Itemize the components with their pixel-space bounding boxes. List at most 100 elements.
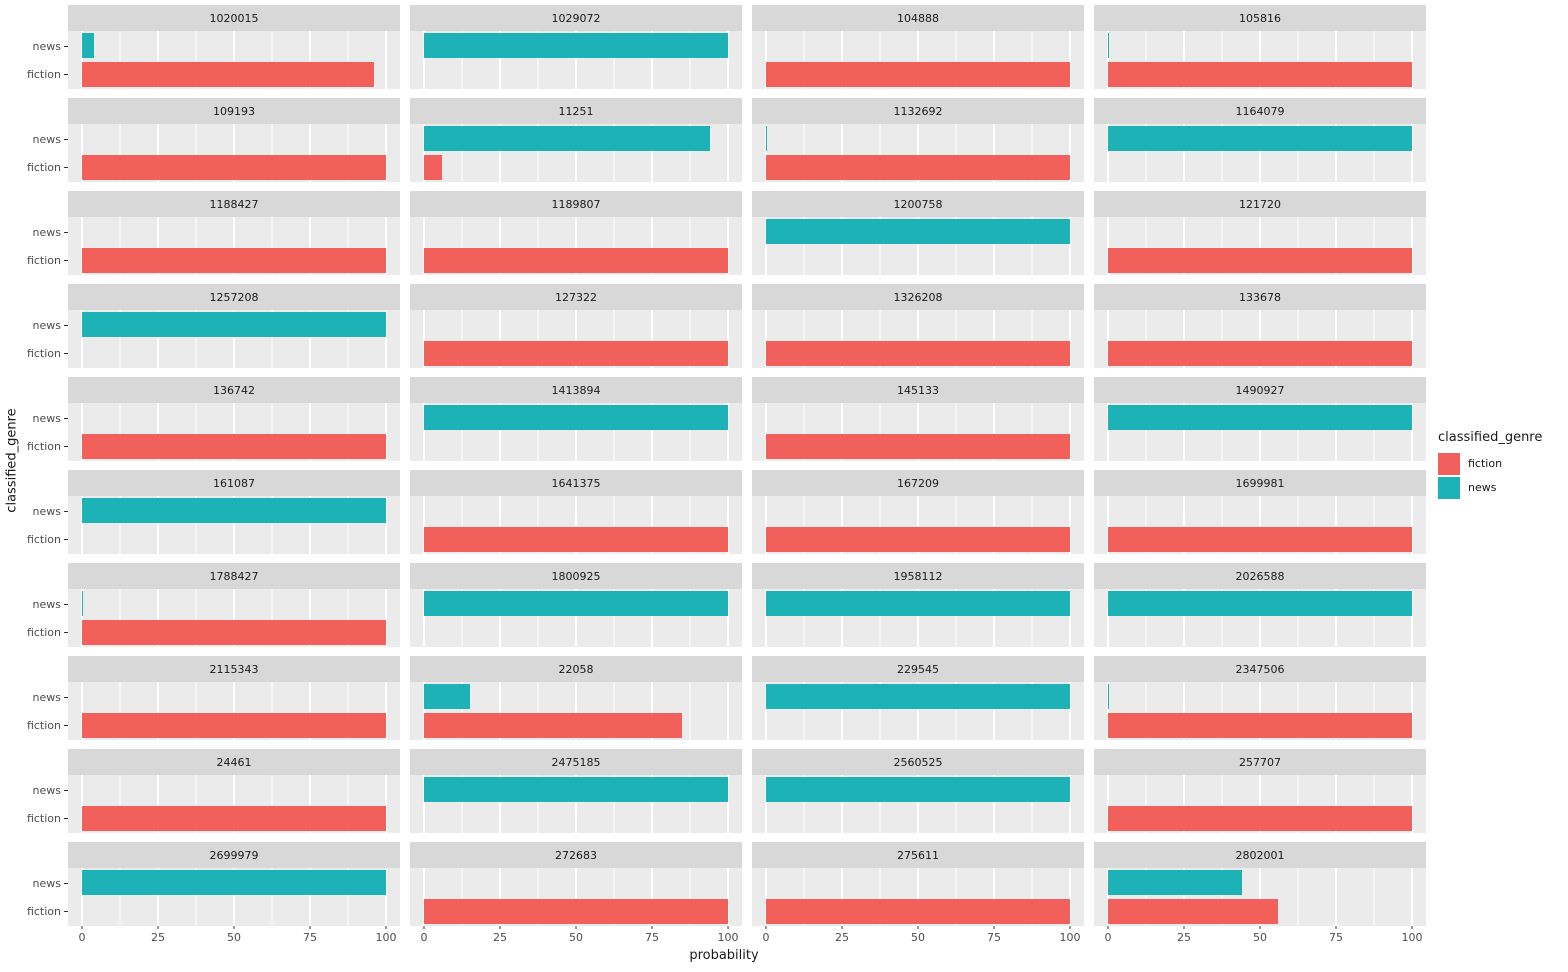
y-tick-mark [64, 631, 68, 633]
x-axis: 0 25 50 75 100 [410, 926, 742, 946]
facet-strip: 1800925 [410, 563, 742, 589]
y-tick-mark [64, 138, 68, 140]
bar-fiction [765, 434, 1071, 459]
facet-panel [752, 310, 1084, 368]
bar-news [1107, 684, 1110, 709]
facet-panel [1094, 589, 1426, 647]
y-tick-mark [64, 817, 68, 819]
x-axis: 0 25 50 75 100 [68, 926, 400, 946]
x-tick-mark [765, 926, 767, 929]
y-tick-mark [64, 231, 68, 233]
legend-title: classified_genre [1438, 429, 1543, 445]
facet-11251: 11251 [410, 98, 742, 182]
facet-1490927: 1490927 [1094, 377, 1426, 461]
facet-panel [68, 310, 400, 368]
x-tick-label: 0 [420, 931, 428, 944]
facet-row: news fiction 109193 11251 1132692 1164079 [22, 98, 1426, 182]
y-tick-label: fiction [26, 811, 61, 825]
facet-1699981: 1699981 [1094, 470, 1426, 554]
bar-news [81, 498, 387, 523]
x-tick-label: 25 [492, 931, 507, 944]
bar-fiction [423, 527, 729, 552]
fiction-swatch [1438, 452, 1460, 475]
facet-strip: 1020015 [68, 5, 400, 31]
facet-strip: 109193 [68, 98, 400, 124]
y-axis-labels: news fiction [22, 310, 68, 368]
legend-item-news: news [1438, 476, 1566, 499]
facet-1132692: 1132692 [752, 98, 1084, 182]
facet-1200758: 1200758 [752, 191, 1084, 275]
x-tick-mark [385, 926, 387, 929]
y-tick-label: fiction [26, 718, 61, 732]
x-tick-mark [1335, 926, 1337, 929]
bar-fiction [1107, 248, 1413, 273]
facet-panel [1094, 775, 1426, 833]
y-tick-label: news [32, 504, 61, 518]
y-axis-labels: news fiction [22, 868, 68, 926]
legend-item-fiction: fiction [1438, 452, 1566, 475]
x-tick-label: 100 [717, 931, 739, 944]
facet-panel [68, 217, 400, 275]
y-axis-labels: news fiction [22, 403, 68, 461]
bar-fiction [1107, 62, 1413, 87]
facet-strip: 2115343 [68, 656, 400, 682]
facet-strip: 257707 [1094, 749, 1426, 775]
bar-fiction [423, 248, 729, 273]
legend-items: fiction news [1438, 452, 1566, 501]
x-tick-label: 25 [1176, 931, 1191, 944]
facet-panel [68, 868, 400, 926]
y-axis-labels: news fiction [22, 589, 68, 647]
facet-strip: 275611 [752, 842, 1084, 868]
y-axis-labels: news fiction [22, 496, 68, 554]
facet-strip: 1788427 [68, 563, 400, 589]
facet-1788427: 1788427 [68, 563, 400, 647]
facet-row: news fiction 2115343 22058 229545 2347506 [22, 656, 1426, 740]
bar-fiction [81, 434, 387, 459]
y-tick-label: fiction [26, 160, 61, 174]
bar-fiction [81, 248, 387, 273]
facet-panel [410, 682, 742, 740]
y-tick-mark [64, 538, 68, 540]
x-tick-mark [309, 926, 311, 929]
x-tick-label: 50 [1253, 931, 1267, 944]
y-tick-mark [64, 910, 68, 912]
facet-1958112: 1958112 [752, 563, 1084, 647]
bar-news [81, 33, 95, 58]
facet-panel [68, 589, 400, 647]
y-tick-label: news [32, 132, 61, 146]
facet-panel [1094, 217, 1426, 275]
facet-2475185: 2475185 [410, 749, 742, 833]
x-tick-mark [727, 926, 729, 929]
x-tick-mark [157, 926, 159, 929]
y-tick-label: fiction [26, 532, 61, 546]
bar-fiction [765, 155, 1071, 180]
bar-news [81, 870, 387, 895]
facet-strip: 127322 [410, 284, 742, 310]
facet-panel [410, 124, 742, 182]
facet-panel [68, 403, 400, 461]
bar-fiction [423, 155, 443, 180]
bar-news [1107, 591, 1413, 616]
facet-panel [752, 868, 1084, 926]
x-tick-label: 0 [1104, 931, 1112, 944]
facet-panel [1094, 496, 1426, 554]
bar-news [81, 312, 387, 337]
facet-row: news fiction 1788427 1800925 1958112 2026588 [22, 563, 1426, 647]
bar-news [423, 33, 729, 58]
facet-strip: 1413894 [410, 377, 742, 403]
facet-grid: news fiction 1020015 1029072 104888 105816 new… [22, 5, 1426, 946]
y-tick-label: news [32, 783, 61, 797]
facet-panel [752, 496, 1084, 554]
facet-strip: 167209 [752, 470, 1084, 496]
facet-strip: 1958112 [752, 563, 1084, 589]
facet-panel [1094, 682, 1426, 740]
x-tick-mark [575, 926, 577, 929]
x-tick-label: 75 [987, 931, 1002, 944]
facet-panel [68, 496, 400, 554]
y-tick-mark [64, 603, 68, 605]
facet-strip: 145133 [752, 377, 1084, 403]
y-tick-mark [64, 166, 68, 168]
y-tick-label: fiction [26, 346, 61, 360]
bar-fiction [423, 713, 683, 738]
facet-panel [410, 31, 742, 89]
